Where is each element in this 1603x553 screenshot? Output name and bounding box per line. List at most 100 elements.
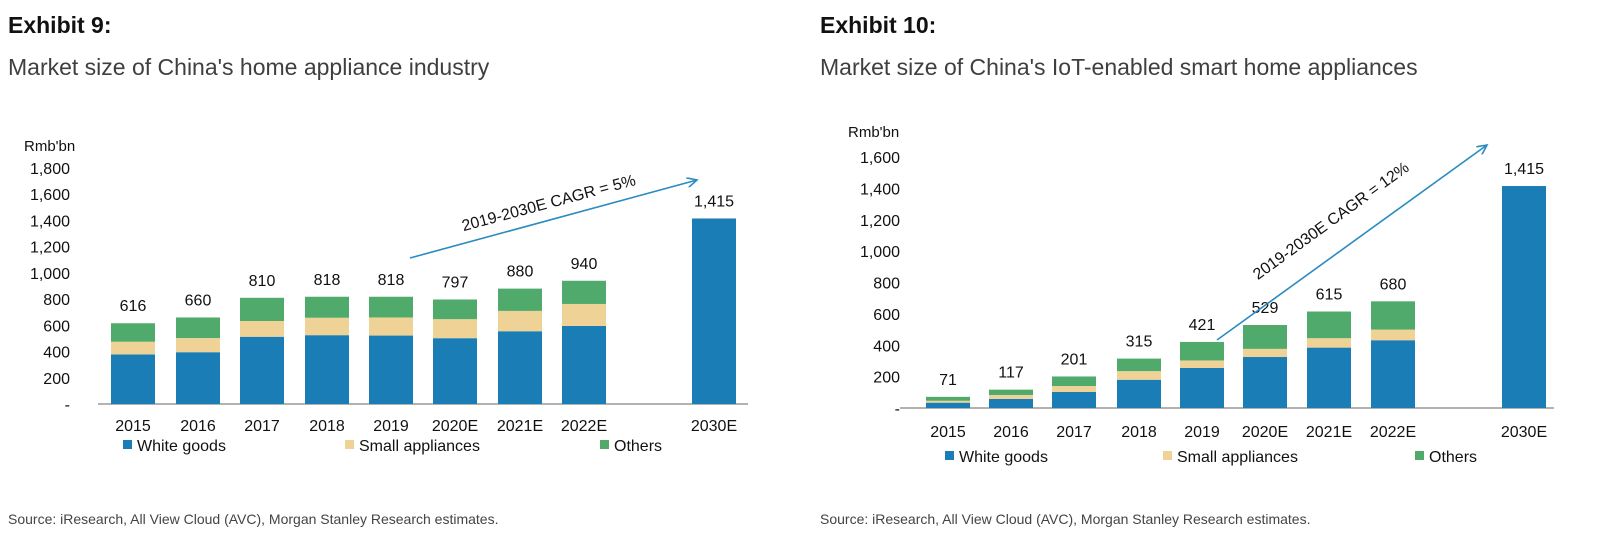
x-tick-label: 2017 — [244, 418, 280, 435]
bar-segment-others — [989, 389, 1033, 395]
y-axis-unit-label: Rmb'bn — [848, 124, 899, 141]
bar-segment-others — [1307, 311, 1351, 339]
bar-segment-small-appliances — [926, 400, 970, 403]
bar-segment-white-goods — [240, 336, 284, 404]
y-axis-unit-label: Rmb'bn — [24, 138, 75, 155]
data-label: 940 — [571, 256, 598, 273]
x-tick-label: 2021E — [1306, 424, 1352, 441]
bar-segment-others — [1243, 325, 1287, 349]
bar-segment-others — [111, 323, 155, 342]
bar-segment-small-appliances — [562, 303, 606, 326]
bar-segment-white-goods — [989, 398, 1033, 408]
bar-segment-small-appliances — [433, 319, 477, 339]
data-label: 117 — [998, 365, 1024, 382]
bar-segment-others — [305, 296, 349, 318]
y-tick-label: 1,000 — [30, 266, 70, 283]
y-tick-label: 1,600 — [30, 187, 70, 204]
bar-segment-small-appliances — [176, 338, 220, 353]
bar-segment-others — [433, 299, 477, 320]
legend-label: White goods — [959, 449, 1048, 466]
legend-label: Others — [1429, 449, 1477, 466]
data-label: 315 — [1126, 334, 1153, 351]
y-tick-label: 800 — [43, 292, 70, 309]
bar-segment-white-goods — [111, 354, 155, 404]
data-label: 1,415 — [1504, 161, 1544, 178]
data-label: 818 — [314, 272, 341, 289]
data-label: 529 — [1252, 300, 1279, 317]
chart-subtitle: Market size of China's IoT-enabled smart… — [820, 54, 1418, 80]
data-label: 880 — [507, 264, 534, 281]
x-tick-label: 2022E — [561, 418, 607, 435]
y-tick-label: 1,600 — [860, 150, 900, 167]
bar-segment-others — [240, 297, 284, 322]
bar-segment-white-goods — [1117, 379, 1161, 408]
cagr-arrow — [1216, 145, 1487, 341]
data-label: 615 — [1316, 287, 1343, 304]
x-tick-label: 2021E — [497, 418, 543, 435]
x-tick-label: 2016 — [993, 424, 1029, 441]
x-tick-label: 2019 — [373, 418, 409, 435]
y-tick-label: 600 — [43, 318, 70, 335]
data-label: 680 — [1380, 276, 1407, 293]
legend-swatch-others — [600, 440, 609, 449]
legend-label: Small appliances — [1177, 449, 1298, 466]
x-tick-label: 2020E — [1242, 424, 1288, 441]
x-tick-label: 2015 — [930, 424, 966, 441]
data-label: 797 — [442, 275, 469, 292]
bar-segment-white-goods — [369, 335, 413, 404]
bar-segment-small-appliances — [1052, 386, 1096, 392]
bar-segment-small-appliances — [989, 394, 1033, 399]
bar-segment-white-goods — [692, 218, 736, 404]
x-tick-label: 2022E — [1370, 424, 1416, 441]
bar-segment-white-goods — [176, 352, 220, 404]
bar-segment-white-goods — [1180, 367, 1224, 408]
cagr-arrow — [409, 180, 697, 259]
x-tick-label: 2016 — [180, 418, 216, 435]
bar-segment-white-goods — [1052, 391, 1096, 408]
bar-segment-small-appliances — [1243, 348, 1287, 358]
legend-swatch-small-appliances — [345, 440, 354, 449]
y-tick-label: - — [895, 401, 900, 418]
bar-segment-others — [1052, 376, 1096, 387]
bar-segment-small-appliances — [111, 341, 155, 355]
legend-swatch-white-goods — [123, 440, 132, 449]
legend-label: White goods — [137, 438, 226, 455]
bar-segment-white-goods — [926, 402, 970, 408]
source-note: Source: iResearch, All View Cloud (AVC),… — [820, 511, 1311, 527]
y-tick-label: 1,200 — [860, 213, 900, 230]
bar-segment-small-appliances — [240, 321, 284, 337]
stacked-bar-chart: Rmb'bn - 200 400 600 800 1,000 1,200 1,400 1,600 1… — [24, 138, 748, 455]
cagr-annotation: 2019-2030E CAGR = 12% — [1250, 159, 1412, 283]
legend-swatch-small-appliances — [1163, 451, 1172, 460]
source-note: Source: iResearch, All View Cloud (AVC),… — [8, 511, 499, 527]
bar-segment-others — [562, 280, 606, 304]
bar-segment-white-goods — [1502, 186, 1546, 408]
bar-segment-white-goods — [1371, 340, 1415, 408]
y-tick-label: 1,200 — [30, 240, 70, 257]
legend-swatch-white-goods — [945, 451, 954, 460]
bar-segment-white-goods — [498, 331, 542, 404]
data-label: 421 — [1189, 317, 1216, 334]
x-tick-label: 2019 — [1184, 424, 1220, 441]
y-tick-label: 200 — [873, 370, 900, 387]
bar-segment-others — [926, 396, 970, 401]
bar-segment-white-goods — [1307, 347, 1351, 408]
x-tick-label: 2020E — [432, 418, 478, 435]
bar-segment-small-appliances — [1117, 371, 1161, 380]
legend-label: Others — [614, 438, 662, 455]
y-tick-label: 1,000 — [860, 244, 900, 261]
bar-segment-others — [176, 317, 220, 339]
y-tick-label: 200 — [43, 371, 70, 388]
data-label: 810 — [249, 273, 276, 290]
legend-swatch-others — [1415, 451, 1424, 460]
bar-segment-small-appliances — [305, 317, 349, 336]
y-tick-label: 1,800 — [30, 161, 70, 178]
data-label: 201 — [1061, 351, 1088, 368]
bar-segment-small-appliances — [1371, 329, 1415, 341]
x-tick-label: 2018 — [1121, 424, 1157, 441]
bar-segment-others — [1180, 341, 1224, 361]
data-label: 616 — [120, 298, 147, 315]
data-label: 818 — [378, 272, 405, 289]
x-tick-label: 2015 — [115, 418, 151, 435]
bar-segment-others — [1371, 301, 1415, 330]
